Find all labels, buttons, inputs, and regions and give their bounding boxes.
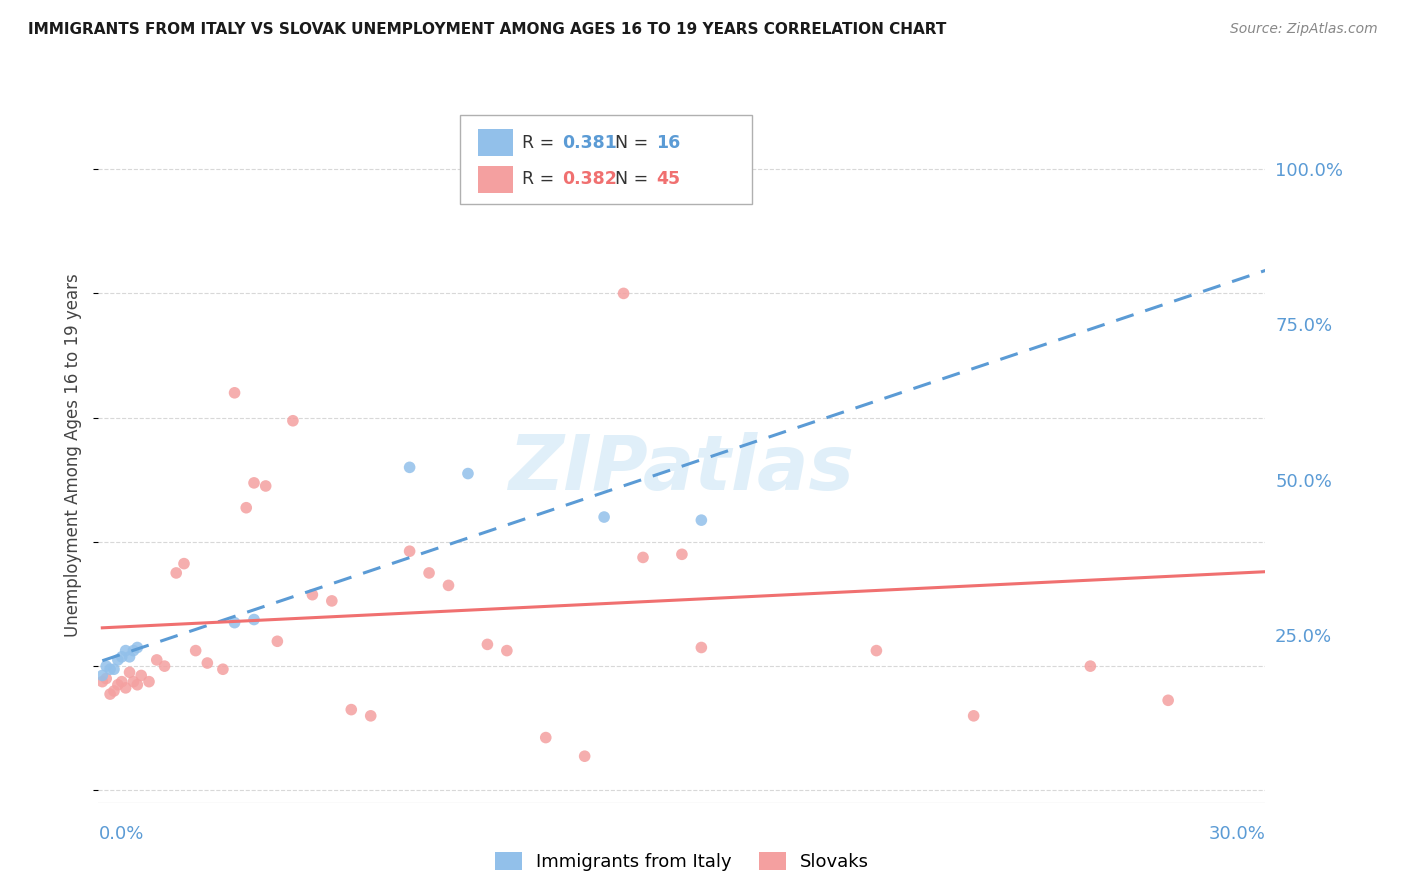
Text: 16: 16 [657, 134, 681, 152]
Point [1157, 693, 1180, 707]
Point [266, 634, 288, 648]
Point [418, 566, 440, 580]
Point [613, 286, 636, 301]
Point [254, 479, 277, 493]
Point [103, 684, 125, 698]
Point [107, 678, 129, 692]
Point [671, 547, 693, 561]
Point [114, 643, 136, 657]
Point [631, 550, 654, 565]
Text: 0.0%: 0.0% [98, 825, 143, 843]
Point [243, 475, 266, 490]
Text: Source: ZipAtlas.com: Source: ZipAtlas.com [1230, 22, 1378, 37]
Point [457, 467, 479, 481]
Text: 45: 45 [657, 170, 681, 188]
Text: IMMIGRANTS FROM ITALY VS SLOVAK UNEMPLOYMENT AMONG AGES 16 TO 19 YEARS CORRELATI: IMMIGRANTS FROM ITALY VS SLOVAK UNEMPLOY… [28, 22, 946, 37]
Point [730, 187, 752, 202]
Point [593, 510, 616, 524]
Text: N =: N = [616, 170, 654, 188]
Point [301, 588, 323, 602]
Legend: Immigrants from Italy, Slovaks: Immigrants from Italy, Slovaks [488, 845, 876, 879]
Text: N =: N = [616, 134, 654, 152]
Point [122, 674, 145, 689]
Point [1080, 659, 1102, 673]
Point [195, 656, 218, 670]
Point [360, 708, 382, 723]
Point [122, 643, 145, 657]
Point [98, 662, 121, 676]
Point [690, 640, 713, 655]
Point [91, 668, 114, 682]
Text: 0.381: 0.381 [562, 134, 617, 152]
Text: 30.0%: 30.0% [1209, 825, 1265, 843]
Point [437, 578, 460, 592]
Text: ZIPatlas: ZIPatlas [509, 432, 855, 506]
Point [212, 662, 235, 676]
Point [91, 674, 114, 689]
Text: R =: R = [522, 134, 560, 152]
Point [184, 643, 207, 657]
Point [107, 653, 129, 667]
Point [235, 500, 257, 515]
Y-axis label: Unemployment Among Ages 16 to 19 years: Unemployment Among Ages 16 to 19 years [65, 273, 83, 637]
Point [118, 649, 141, 664]
Point [153, 659, 176, 673]
Point [165, 566, 187, 580]
Point [398, 460, 420, 475]
FancyBboxPatch shape [460, 115, 752, 204]
Point [534, 731, 557, 745]
Point [224, 615, 246, 630]
Point [962, 708, 984, 723]
Point [574, 749, 596, 764]
Text: 0.382: 0.382 [562, 170, 617, 188]
Point [111, 674, 134, 689]
Bar [478, 129, 513, 156]
Bar [478, 166, 513, 193]
Point [690, 513, 713, 527]
Point [321, 594, 343, 608]
Point [138, 674, 160, 689]
Point [865, 643, 887, 657]
Point [340, 703, 363, 717]
Point [477, 637, 499, 651]
Point [96, 659, 118, 673]
Point [127, 678, 149, 692]
Point [224, 385, 246, 400]
Point [173, 557, 195, 571]
Point [98, 687, 121, 701]
Point [281, 414, 304, 428]
Point [243, 613, 266, 627]
Point [103, 662, 125, 676]
Point [127, 640, 149, 655]
Point [146, 653, 169, 667]
Point [129, 668, 152, 682]
Text: R =: R = [522, 170, 560, 188]
Point [398, 544, 420, 558]
Point [495, 643, 517, 657]
Point [111, 649, 134, 664]
Point [118, 665, 141, 680]
Point [96, 672, 118, 686]
Point [114, 681, 136, 695]
